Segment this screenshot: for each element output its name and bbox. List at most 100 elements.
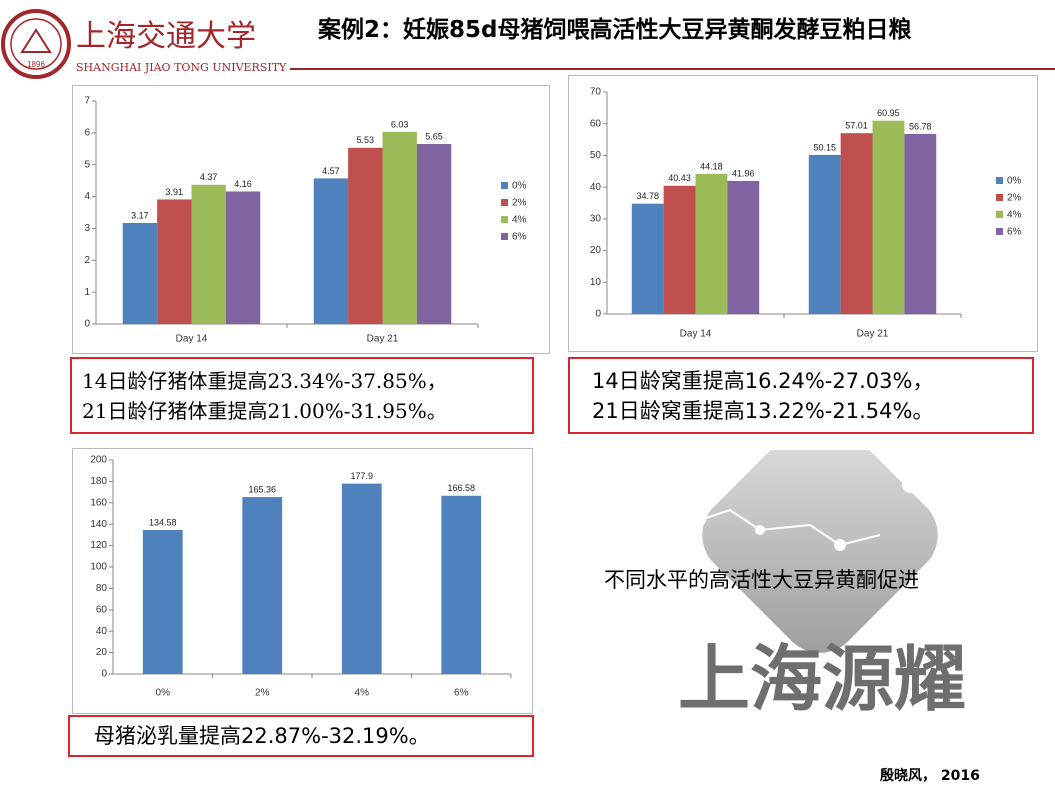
legend-swatch: [501, 199, 508, 206]
data-label: 56.78: [909, 121, 932, 131]
data-label: 3.91: [166, 187, 184, 197]
y-tick-label: 180: [90, 476, 107, 487]
bar: [663, 185, 696, 314]
bar: [441, 495, 482, 674]
bar: [416, 144, 452, 324]
y-tick-label: 50: [590, 150, 602, 161]
chart: 0 20 40 60 80 100 120 140 160 180 200 0% 134.58 2% 165…: [90, 455, 512, 699]
bar: [904, 133, 937, 314]
legend-swatch: [996, 211, 1003, 218]
data-label: 57.01: [845, 121, 868, 131]
caption-line: 21日龄窝重提高13.22%-21.54%。: [592, 399, 934, 423]
caption-box: 14日龄窝重提高16.24%-27.03%， 21日龄窝重提高13.22%-21…: [568, 357, 1034, 434]
data-label: 4.57: [322, 166, 340, 176]
y-tick-label: 200: [90, 455, 107, 466]
chart: 0 1 2 3 4 5 6 7 Day 14 3.17 3.91 4.37 4.16 Day 21 4.57…: [84, 96, 527, 345]
y-tick-label: 6: [84, 127, 90, 138]
x-tick-label: 6%: [454, 688, 469, 699]
data-label: 34.78: [636, 191, 659, 201]
bar: [382, 131, 417, 324]
watermark-text: 上海源耀: [678, 640, 966, 720]
data-label: 5.53: [357, 135, 375, 145]
data-label: 40.43: [668, 173, 691, 183]
data-label: 4.37: [200, 172, 218, 182]
chart-1: 0 1 2 3 4 5 6 7 Day 14 3.17 3.91 4.37 4.16 Day 21 4.57…: [72, 85, 550, 354]
legend-label: 2%: [512, 198, 527, 209]
y-tick-label: 0: [84, 319, 90, 330]
chart: 0 10 20 30 40 50 60 70 Day 14 34.78 40.43 44.18 41.9…: [590, 87, 1022, 340]
bar: [142, 529, 183, 674]
data-label: 177.9: [350, 471, 373, 481]
watermark: 上海源耀: [678, 450, 966, 720]
data-label: 166.58: [447, 483, 475, 493]
caption-line: 21日龄仔猪体重提高21.00%-31.95%。: [82, 399, 447, 423]
bar: [631, 203, 664, 314]
data-label: 41.96: [732, 168, 755, 178]
legend-swatch: [501, 216, 508, 223]
legend-label: 2%: [1007, 193, 1022, 204]
caption-line: 母猪泌乳量提高22.87%-32.19%。: [94, 724, 430, 748]
data-label: 165.36: [248, 484, 276, 494]
bar: [348, 147, 383, 324]
legend-label: 6%: [512, 232, 527, 243]
y-tick-label: 100: [90, 562, 107, 573]
bar: [225, 191, 261, 324]
y-tick-label: 70: [590, 87, 602, 98]
y-tick-label: 20: [590, 245, 602, 256]
y-tick-label: 40: [96, 626, 108, 637]
logo-cn: 上海交通大学: [76, 19, 256, 54]
y-tick-label: 0: [595, 309, 601, 320]
x-tick-label: Day 21: [367, 334, 399, 345]
footer: 殷晓风， 2016: [880, 768, 980, 784]
y-tick-label: 60: [96, 604, 108, 615]
legend-swatch: [501, 182, 508, 189]
bar: [191, 184, 226, 324]
chart-3: 0 20 40 60 80 100 120 140 160 180 200 0% 134.58 2% 165…: [72, 448, 533, 714]
y-tick-label: 0: [101, 669, 107, 680]
x-tick-label: 2%: [255, 688, 270, 699]
y-tick-label: 160: [90, 497, 107, 508]
legend-swatch: [996, 194, 1003, 201]
bar: [840, 133, 873, 314]
y-tick-label: 5: [84, 159, 90, 170]
caption-line: 14日龄仔猪体重提高23.34%-37.85%，: [82, 369, 447, 393]
logo-year: 1896: [27, 60, 45, 69]
y-tick-label: 3: [84, 223, 90, 234]
data-label: 5.65: [425, 131, 443, 141]
x-tick-label: Day 14: [176, 334, 208, 345]
data-label: 3.17: [131, 210, 149, 220]
logo-en: SHANGHAI JIAO TONG UNIVERSITY: [76, 61, 287, 74]
bar: [727, 180, 760, 314]
legend-label: 6%: [1007, 227, 1022, 238]
x-tick-label: 4%: [355, 688, 370, 699]
chart-2: 0 10 20 30 40 50 60 70 Day 14 34.78 40.43 44.18 41.9…: [568, 75, 1038, 352]
data-label: 134.58: [149, 517, 177, 527]
data-label: 6.03: [391, 119, 409, 129]
x-tick-label: Day 21: [857, 329, 889, 340]
legend-label: 0%: [512, 181, 527, 192]
slide-title: 案例2：妊娠85d母猪饲喂高活性大豆异黄酮发酵豆粕日粮: [318, 17, 912, 43]
y-tick-label: 20: [96, 647, 108, 658]
caption-line: 14日龄窝重提高16.24%-27.03%，: [592, 369, 934, 393]
bar: [341, 483, 382, 674]
y-tick-label: 30: [590, 213, 602, 224]
bar: [695, 173, 728, 314]
y-tick-label: 120: [90, 540, 107, 551]
logo: 1896 上海交通大学 SHANGHAI JIAO TONG UNIVERSIT…: [1, 9, 287, 79]
data-label: 60.95: [877, 108, 900, 118]
x-tick-label: 0%: [156, 688, 171, 699]
y-tick-label: 1: [84, 287, 90, 298]
bar: [313, 178, 349, 324]
legend-label: 0%: [1007, 176, 1022, 187]
y-tick-label: 10: [590, 277, 602, 288]
y-tick-label: 60: [590, 118, 602, 129]
bar: [122, 223, 158, 324]
y-tick-label: 40: [590, 182, 602, 193]
data-label: 44.18: [700, 161, 723, 171]
legend-label: 4%: [1007, 210, 1022, 221]
caption-box: 14日龄仔猪体重提高23.34%-37.85%， 21日龄仔猪体重提高21.00…: [70, 357, 534, 434]
x-tick-label: Day 14: [680, 329, 712, 340]
caption-box: 母猪泌乳量提高22.87%-32.19%。: [68, 715, 534, 757]
bar: [242, 497, 283, 674]
